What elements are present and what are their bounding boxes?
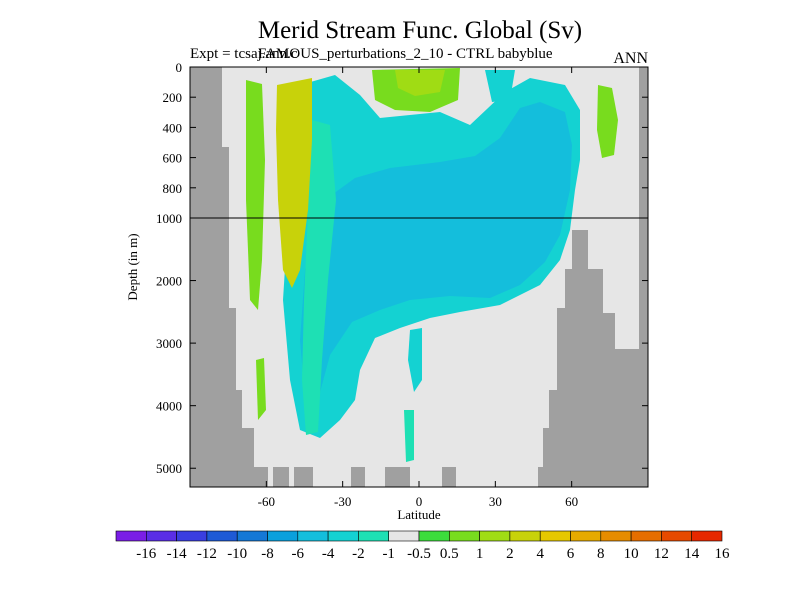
x-tick-label: -30 bbox=[334, 494, 351, 509]
colorbar-label: -4 bbox=[322, 546, 335, 562]
colorbar-label: 16 bbox=[715, 546, 731, 562]
colorbar-swatch bbox=[600, 530, 632, 542]
y-tick-label: 400 bbox=[163, 120, 183, 135]
colorbar-label: 2 bbox=[506, 546, 514, 562]
y-tick-label: 800 bbox=[163, 181, 183, 196]
colorbar-swatch bbox=[418, 530, 450, 542]
x-tick-label: 30 bbox=[489, 494, 502, 509]
colorbar-swatch bbox=[509, 530, 541, 542]
y-axis: 0 200 400 600 800 1000 2000 3000 4000 5000 bbox=[156, 60, 648, 476]
colorbar-label: 4 bbox=[536, 546, 544, 562]
colorbar-swatch bbox=[358, 530, 389, 542]
x-tick-label: 0 bbox=[416, 494, 423, 509]
colorbar-label: 0.5 bbox=[440, 546, 459, 562]
colorbar-swatch bbox=[206, 530, 238, 542]
colorbar-swatch bbox=[267, 530, 299, 542]
colorbar-swatch bbox=[297, 530, 329, 542]
colorbar-swatch bbox=[691, 530, 723, 542]
x-tick-label: 60 bbox=[565, 494, 578, 509]
colorbar-swatch bbox=[176, 530, 208, 542]
y-tick-label: 2000 bbox=[156, 274, 182, 289]
colorbar-swatch bbox=[327, 530, 359, 542]
y-tick-label: 4000 bbox=[156, 399, 182, 414]
chart-title: Merid Stream Func. Global (Sv) bbox=[258, 17, 582, 44]
colorbar-label: 14 bbox=[684, 546, 700, 562]
colorbar-label: -8 bbox=[261, 546, 274, 562]
colorbar-label: 12 bbox=[654, 546, 669, 562]
y-tick-label: 0 bbox=[176, 60, 183, 75]
land-mask bbox=[190, 67, 648, 487]
colorbar-label: -16 bbox=[136, 546, 156, 562]
y-axis-label: Depth (in m) bbox=[125, 233, 140, 300]
field-minus-1-equator-deep bbox=[404, 410, 414, 462]
colorbar-swatch bbox=[448, 530, 480, 542]
field-1-deep-south bbox=[256, 358, 266, 420]
colorbar-label: 10 bbox=[624, 546, 639, 562]
colorbar-label: -12 bbox=[197, 546, 217, 562]
colorbar-label: -2 bbox=[352, 546, 365, 562]
field-1-northern-patch bbox=[597, 85, 618, 158]
colorbar-swatch bbox=[115, 530, 147, 542]
experiment-overlap-label: FAMOUS_perturbations_2_10 - CTRL babyblu… bbox=[258, 46, 553, 62]
y-tick-label: 3000 bbox=[156, 336, 182, 351]
y-tick-label: 200 bbox=[163, 90, 183, 105]
colorbar-swatch bbox=[236, 530, 268, 542]
x-axis-label: Latitude bbox=[397, 507, 441, 522]
colorbar-label: -0.5 bbox=[407, 546, 431, 562]
colorbar-label: -6 bbox=[292, 546, 305, 562]
colorbar-label: 6 bbox=[567, 546, 575, 562]
colorbar-label: -10 bbox=[227, 546, 247, 562]
field-1-southern-fringe bbox=[246, 80, 265, 310]
season-label: ANN bbox=[613, 50, 648, 67]
field-minus-2-equator-deep bbox=[408, 328, 422, 392]
contour-fields bbox=[246, 68, 618, 462]
x-tick-label: -60 bbox=[258, 494, 275, 509]
x-axis: -60 -30 0 30 60 bbox=[258, 67, 578, 509]
colorbar-swatch bbox=[570, 530, 602, 542]
colorbar-label: -14 bbox=[167, 546, 187, 562]
y-tick-label: 5000 bbox=[156, 461, 182, 476]
colorbar-swatch bbox=[479, 530, 511, 542]
y-tick-label: 1000 bbox=[156, 211, 182, 226]
field-minus-1-southern bbox=[302, 120, 336, 435]
colorbar-swatch bbox=[146, 530, 177, 542]
field-minus-2-north-surface bbox=[485, 70, 515, 102]
colorbar-swatch bbox=[630, 530, 662, 542]
field-2-southern-column bbox=[276, 78, 312, 288]
experiment-label: Expt = tcsaj.ann.c bbox=[190, 46, 298, 62]
colorbar-label: 1 bbox=[476, 546, 484, 562]
colorbar-swatch bbox=[539, 530, 571, 542]
y-tick-label: 600 bbox=[163, 151, 183, 166]
colorbar-swatch bbox=[661, 530, 693, 542]
colorbar-label: 8 bbox=[597, 546, 605, 562]
colorbar: -16 -14 -12 -10 -8 -6 -4 -2 -1 -0.5 0.5 1 2 4 6 8 10 12 14… bbox=[115, 530, 731, 562]
colorbar-label: -1 bbox=[382, 546, 395, 562]
field-minus-4 bbox=[300, 102, 572, 410]
plot-area bbox=[189, 66, 649, 488]
field-2-equatorial-surface bbox=[395, 70, 445, 96]
colorbar-swatch bbox=[388, 530, 420, 542]
